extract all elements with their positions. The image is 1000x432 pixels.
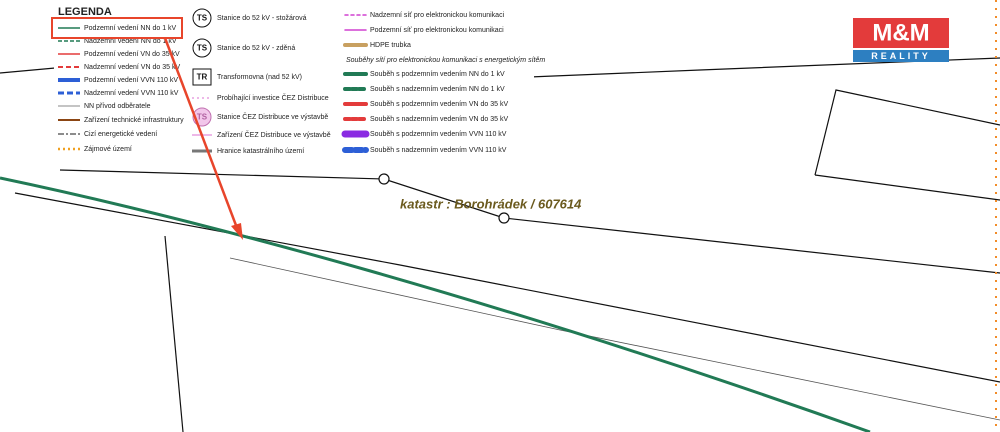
- legend-heading: Souběhy sítí pro elektronickou komunikac…: [346, 57, 545, 64]
- legend-label: Podzemní vedení NN do 1 kV: [84, 25, 177, 32]
- legend-icon-label: TS: [197, 44, 208, 53]
- legend-icon: [192, 8, 212, 28]
- boundary-point: [378, 173, 390, 185]
- highlight-box: [51, 17, 183, 39]
- legend-label: Souběh s podzemním vedením VN do 35 kV: [370, 101, 508, 108]
- legend-label: Cizí energetické vedení: [84, 131, 157, 138]
- parcel-line: [164, 235, 184, 432]
- cadastre-boundary: [59, 169, 1000, 274]
- legend-label: NN přívod odběratele: [84, 103, 151, 110]
- logo-band: [853, 50, 949, 62]
- arrow-head: [231, 223, 243, 240]
- legend-label: Zařízení ČEZ Distribuce ve výstavbě: [217, 130, 331, 139]
- legend-label: Zařízení technické infrastruktury: [84, 117, 184, 124]
- legend-label: Nadzemní vedení VN do 35 kV: [84, 64, 180, 71]
- parcel-line: [14, 192, 1000, 383]
- legend-label: Podzemní síť pro elektronickou komunikac…: [370, 27, 504, 34]
- parcel-line: [229, 257, 1000, 421]
- legend-icon: [192, 68, 212, 86]
- legend-icon-label: TR: [197, 73, 208, 82]
- legend-label: Souběh s podzemním vedením VVN 110 kV: [370, 131, 507, 138]
- legend-label: Podzemní vedení VVN 110 kV: [84, 77, 178, 84]
- legend: Podzemní vedení NN do 1 kV Nadzemní veden…: [58, 8, 545, 155]
- logo-box: [853, 18, 949, 48]
- legend-label: Hranice katastrálního území: [217, 148, 304, 155]
- legend-label: HDPE trubka: [370, 42, 411, 49]
- cadastre-label: katastr : Borohrádek / 607614: [400, 196, 582, 211]
- logo-tagline: REALITY: [871, 51, 931, 61]
- legend-label: Nadzemní síť pro elektronickou komunikac…: [370, 12, 505, 19]
- legend-label: Souběh s nadzemním vedením VVN 110 kV: [370, 147, 507, 154]
- legend-background: [54, 0, 534, 157]
- legend-label: Probíhající investice ČEZ Distribuce: [217, 93, 329, 102]
- legend-icon: [192, 38, 212, 58]
- legend-label: Souběh s podzemním vedením NN do 1 kV: [370, 71, 505, 78]
- parcel-lines: [0, 57, 1000, 432]
- legend-label: Podzemní vedení VN do 35 kV: [84, 51, 180, 58]
- legend-label: Souběh s nadzemním vedením VN do 35 kV: [370, 116, 508, 123]
- boundary-point: [498, 212, 510, 224]
- legend-label: Nadzemní vedení NN do 1 kV: [84, 38, 177, 45]
- legend-icon-label: TS: [197, 113, 208, 122]
- legend-label: Transformovna (nad 52 kV): [217, 74, 302, 81]
- legend-icon-label: TS: [197, 14, 208, 23]
- parcel-line: [814, 174, 1000, 201]
- legend-label: Souběh s nadzemním vedením NN do 1 kV: [370, 86, 505, 93]
- legend-label: Stanice do 52 kV - stožárová: [217, 15, 307, 22]
- legend-label: Stanice do 52 kV - zděná: [217, 45, 295, 52]
- legend-label: Stanice ČEZ Distribuce ve výstavbě: [217, 112, 328, 121]
- legend-title: LEGENDA: [58, 6, 112, 18]
- legend-label: Zájmové území: [84, 146, 132, 153]
- legend-label: Nadzemní vedení VVN 110 kV: [84, 90, 179, 97]
- logo-brand: M&M: [872, 19, 929, 46]
- arrow: [163, 37, 239, 229]
- underground-line: [0, 176, 871, 432]
- parcel-line: [814, 89, 1000, 176]
